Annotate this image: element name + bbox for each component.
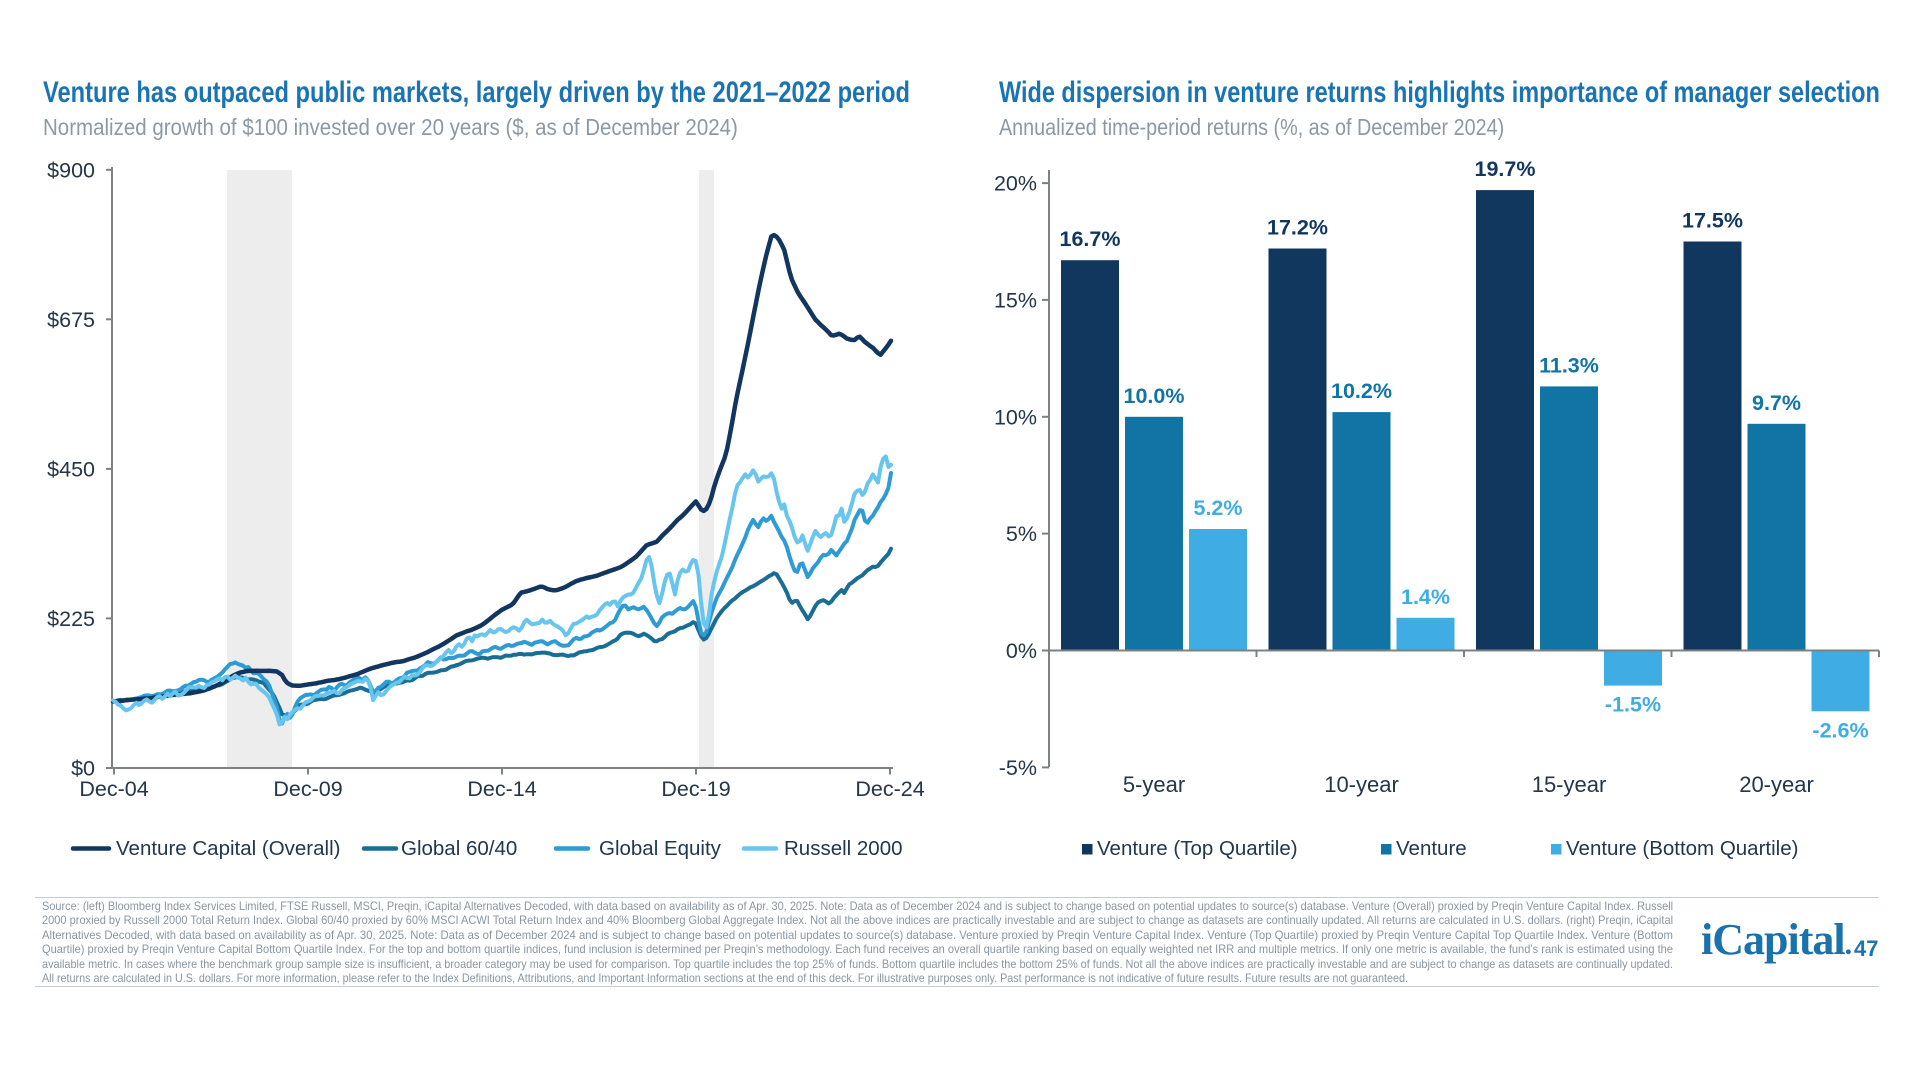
svg-text:$675: $675 (47, 308, 95, 332)
svg-text:10-year: 10-year (1324, 772, 1399, 797)
svg-text:9.7%: 9.7% (1752, 391, 1801, 415)
svg-text:Dec-14: Dec-14 (467, 777, 536, 801)
svg-text:1.4%: 1.4% (1401, 585, 1450, 609)
svg-text:16.7%: 16.7% (1060, 227, 1121, 251)
svg-text:$225: $225 (47, 607, 95, 631)
svg-text:Russell 2000: Russell 2000 (784, 837, 903, 860)
svg-text:15-year: 15-year (1532, 772, 1607, 797)
svg-text:10.0%: 10.0% (1124, 384, 1185, 408)
svg-text:10.2%: 10.2% (1331, 379, 1392, 403)
svg-text:0%: 0% (1006, 639, 1037, 663)
svg-text:-2.6%: -2.6% (1812, 718, 1868, 742)
svg-text:$0: $0 (71, 757, 95, 781)
svg-text:11.3%: 11.3% (1539, 353, 1599, 377)
svg-text:Global 60/40: Global 60/40 (401, 837, 517, 860)
svg-text:17.5%: 17.5% (1682, 209, 1743, 233)
svg-text:Global Equity: Global Equity (599, 837, 722, 860)
svg-text:$450: $450 (47, 457, 95, 481)
svg-text:19.7%: 19.7% (1475, 157, 1536, 181)
svg-text:Venture (Top Quartile): Venture (Top Quartile) (1097, 837, 1298, 860)
svg-text:-1.5%: -1.5% (1605, 693, 1661, 717)
svg-text:Dec-24: Dec-24 (855, 777, 924, 801)
svg-text:10%: 10% (994, 405, 1037, 429)
svg-text:Dec-04: Dec-04 (79, 777, 148, 801)
svg-text:Venture Capital (Overall): Venture Capital (Overall) (116, 837, 340, 860)
svg-text:Venture (Bottom Quartile): Venture (Bottom Quartile) (1566, 837, 1798, 860)
svg-text:Dec-09: Dec-09 (273, 777, 342, 801)
svg-text:Venture: Venture (1396, 837, 1467, 860)
svg-text:5.2%: 5.2% (1193, 496, 1242, 520)
svg-text:5%: 5% (1006, 522, 1037, 546)
svg-text:17.2%: 17.2% (1267, 216, 1328, 240)
svg-text:$900: $900 (47, 158, 95, 182)
svg-text:-5%: -5% (999, 756, 1037, 780)
svg-text:20-year: 20-year (1739, 772, 1814, 797)
svg-text:15%: 15% (994, 288, 1037, 312)
svg-text:5-year: 5-year (1123, 772, 1185, 797)
svg-text:20%: 20% (994, 172, 1037, 196)
svg-text:Dec-19: Dec-19 (661, 777, 730, 801)
